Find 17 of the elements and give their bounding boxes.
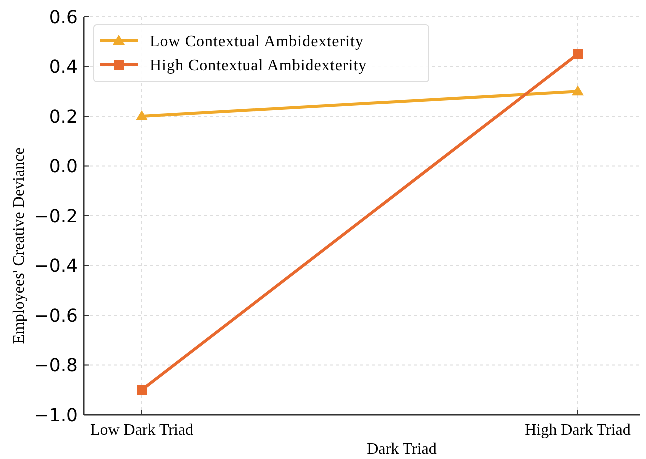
legend-label: Low Contextual Ambidexterity xyxy=(150,34,364,51)
y-tick-label: −1.0 xyxy=(34,405,78,426)
y-tick-label: 0.2 xyxy=(49,106,78,128)
y-axis-title: Employees' Creative Deviance xyxy=(11,148,28,344)
point xyxy=(573,49,583,60)
point xyxy=(137,385,147,396)
x-axis-title: Dark Triad xyxy=(367,441,437,458)
y-tick-label: 0.6 xyxy=(49,7,78,28)
y-tick-label: −0.4 xyxy=(34,256,78,278)
x-tick-label: High Dark Triad xyxy=(525,422,631,439)
legend-label: High Contextual Ambidexterity xyxy=(150,58,368,75)
y-tick-label: −0.6 xyxy=(34,306,78,327)
y-tick-label: 0.4 xyxy=(49,57,78,78)
y-tick-label: −0.2 xyxy=(34,206,78,228)
y-tick-label: −0.8 xyxy=(34,356,78,377)
y-tick-label: 0.0 xyxy=(49,156,78,178)
x-tick-label: Low Dark Triad xyxy=(90,422,194,439)
